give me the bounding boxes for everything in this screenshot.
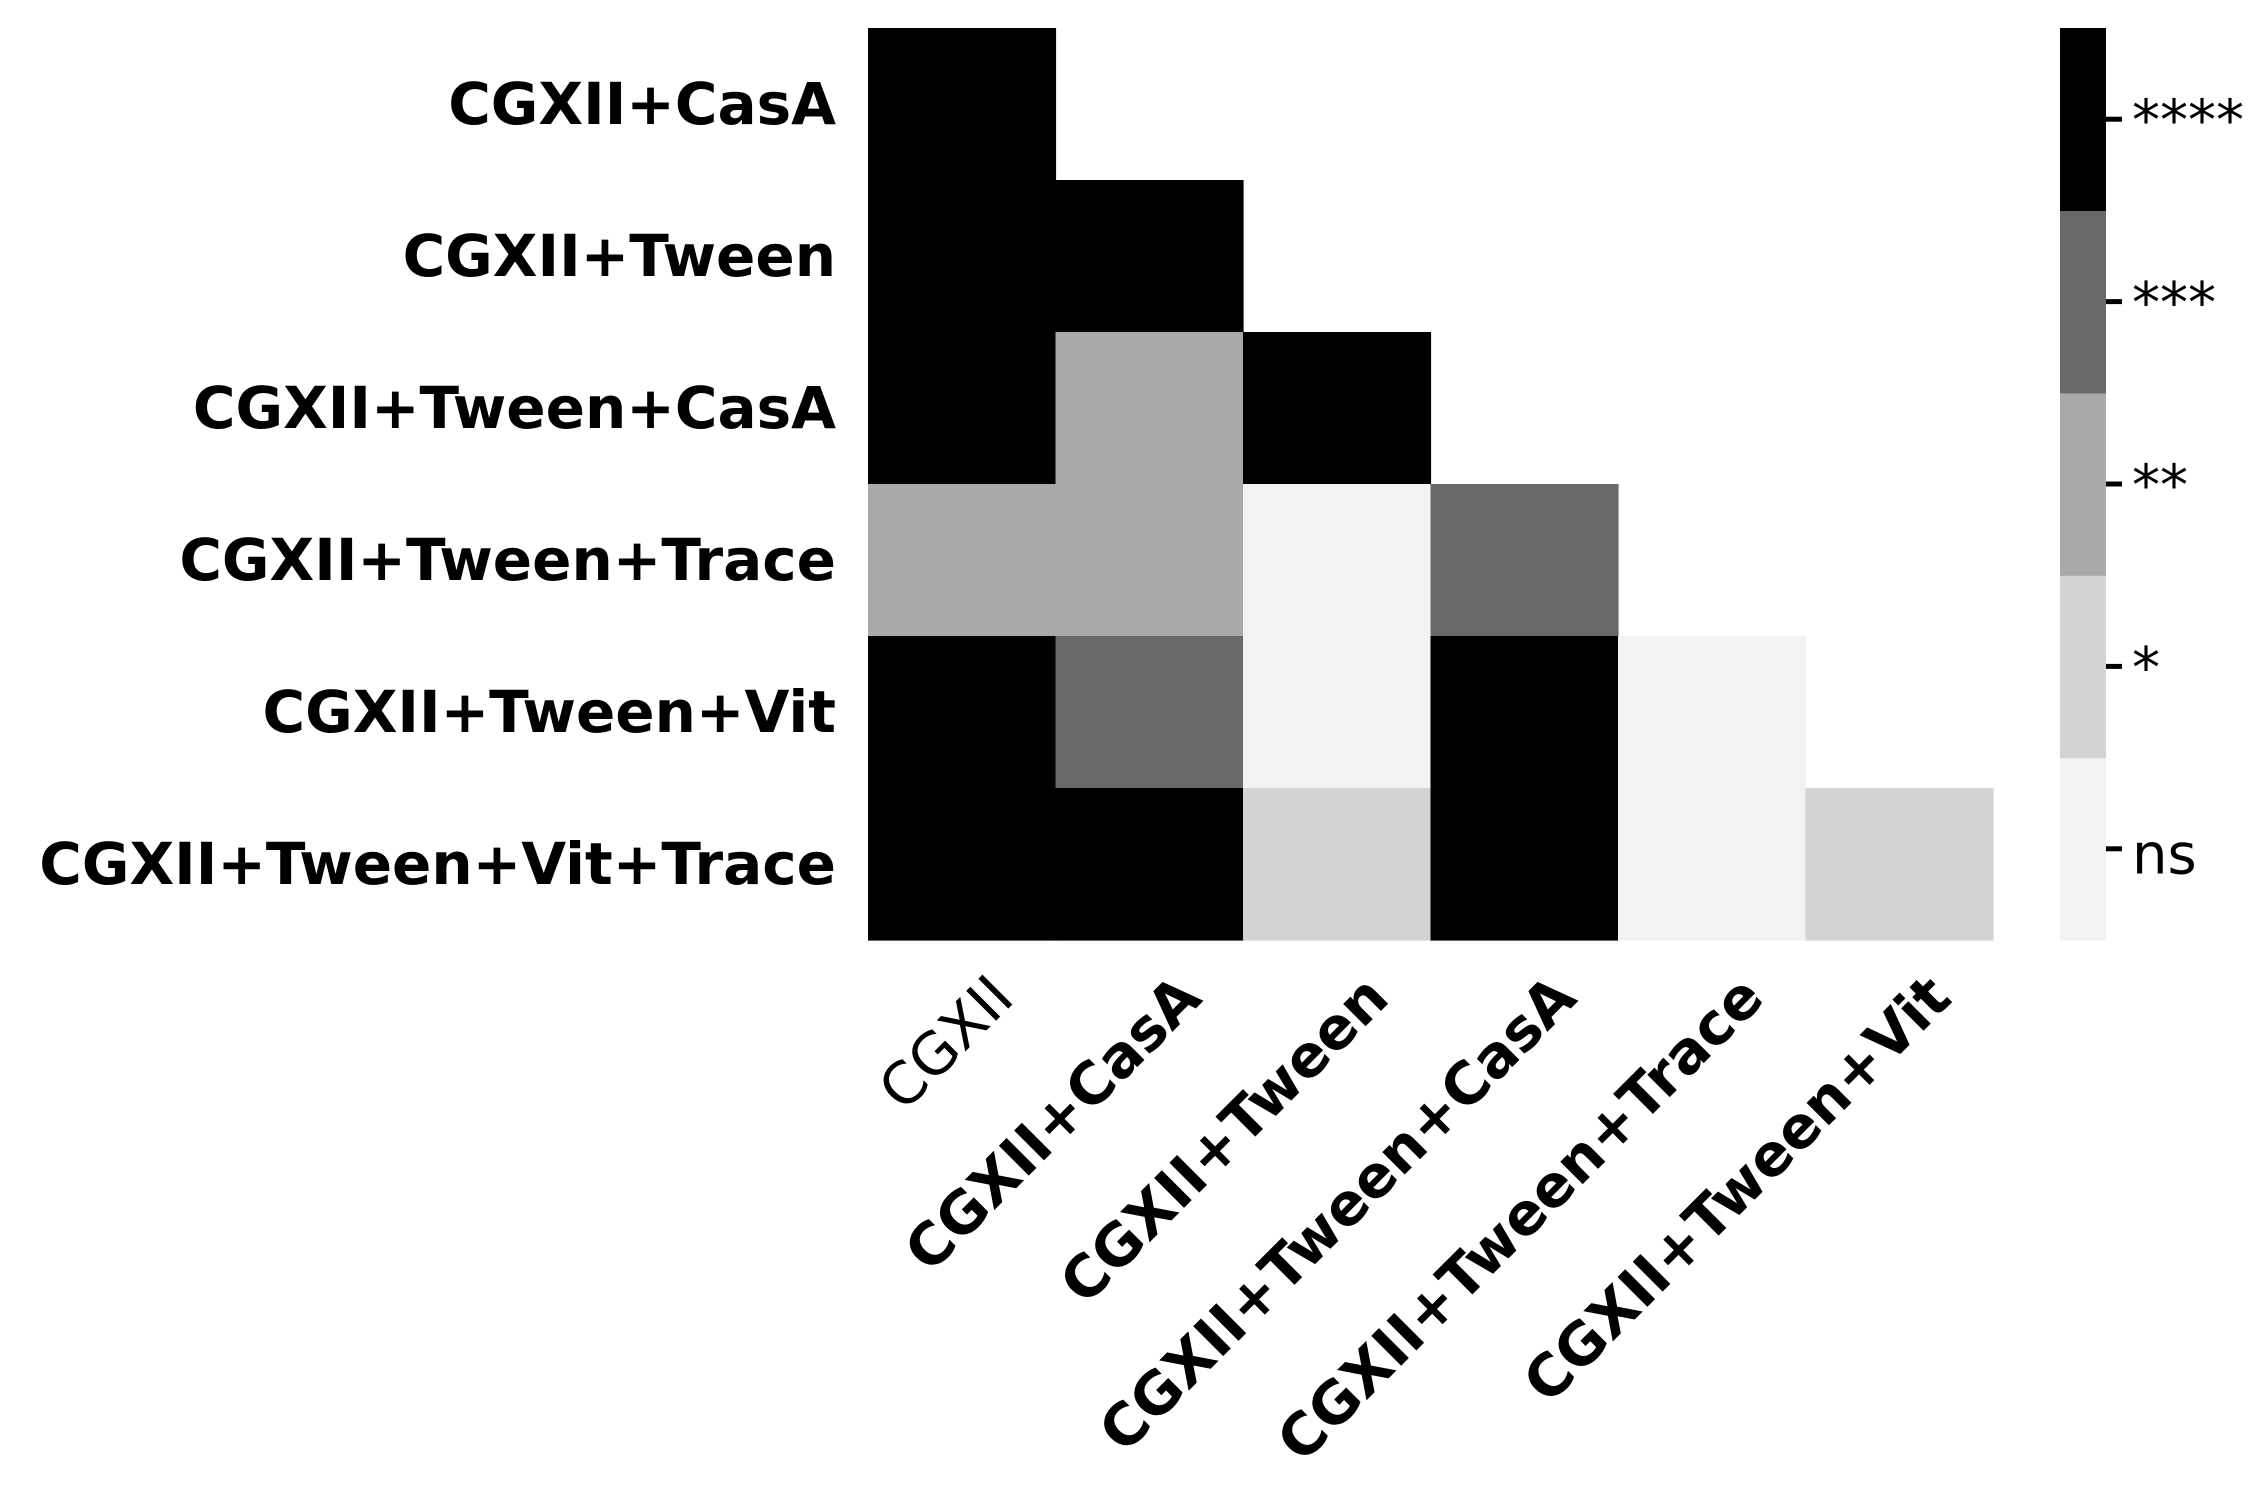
- colorbar-tick-label: ***: [2132, 271, 2216, 336]
- heatmap-cell: [1243, 484, 1432, 637]
- heatmap-cell: [868, 484, 1057, 637]
- heatmap-cell: [1055, 180, 1244, 333]
- heatmap-cells: [868, 28, 1994, 941]
- heatmap-cell: [1243, 332, 1432, 485]
- y-tick-label: CGXII+CasA: [448, 70, 836, 138]
- y-tick-label: CGXII+Tween+CasA: [193, 374, 836, 442]
- colorbar-tick-label: ****: [2132, 89, 2244, 154]
- y-tick-label: CGXII+Tween: [403, 222, 836, 290]
- heatmap-cell: [1618, 636, 1807, 789]
- heatmap-cell: [1618, 788, 1807, 941]
- y-axis-labels: CGXII+CasA CGXII+Tween CGXII+Tween+CasA CGX…: [39, 70, 836, 898]
- colorbar-segment: [2060, 392, 2106, 576]
- x-tick-label: CGXII: [865, 962, 1026, 1123]
- heatmap-cell: [1430, 636, 1619, 789]
- colorbar-segment: [2060, 575, 2106, 759]
- heatmap-cell: [1055, 788, 1244, 941]
- heatmap-cell: [868, 332, 1057, 485]
- heatmap-cell: [1430, 484, 1619, 637]
- heatmap-cell: [1055, 484, 1244, 637]
- colorbar-segment: [2060, 757, 2106, 941]
- colorbar-legend: ns**********: [2060, 28, 2244, 941]
- colorbar-tick-label: **: [2132, 454, 2188, 519]
- colorbar-segment: [2060, 210, 2106, 394]
- heatmap-cell: [868, 636, 1057, 789]
- heatmap-cell: [868, 28, 1057, 181]
- heatmap-cell: [868, 180, 1057, 333]
- heatmap-cell: [1055, 332, 1244, 485]
- heatmap-cell: [1243, 636, 1432, 789]
- heatmap-cell: [1243, 788, 1432, 941]
- heatmap-cell: [868, 788, 1057, 941]
- y-tick-label: CGXII+Tween+Vit+Trace: [39, 830, 836, 898]
- colorbar-tick-label: ns: [2132, 822, 2197, 887]
- y-tick-label: CGXII+Tween+Trace: [179, 526, 836, 594]
- colorbar-tick-label: *: [2132, 636, 2160, 701]
- heatmap-cell: [1430, 788, 1619, 941]
- x-axis-labels: CGXIICGXII+CasACGXII+TweenCGXII+Tween+Ca…: [865, 962, 1963, 1474]
- x-tick-label: CGXII+Tween: [1047, 962, 1402, 1317]
- colorbar-segment: [2060, 28, 2106, 211]
- heatmap-cell: [1805, 788, 1994, 941]
- heatmap-cell: [1055, 636, 1244, 789]
- y-tick-label: CGXII+Tween+Vit: [263, 678, 836, 746]
